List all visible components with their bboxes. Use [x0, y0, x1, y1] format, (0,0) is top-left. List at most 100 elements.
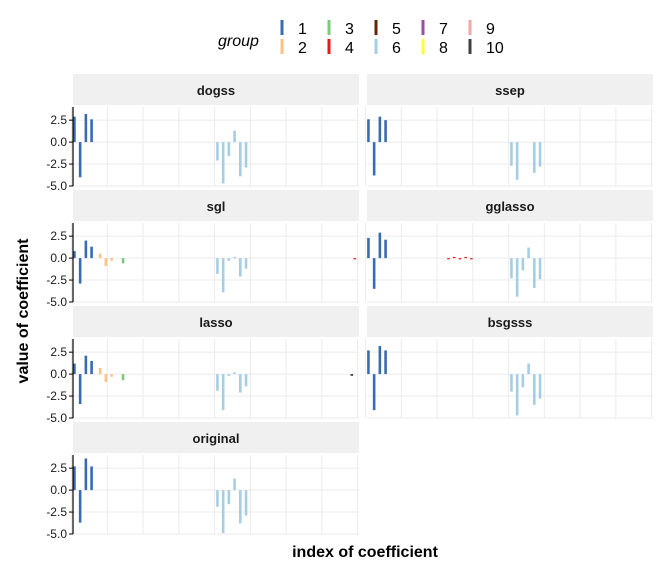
legend-item-5: 5: [374, 20, 401, 38]
bar-original-x51: [216, 490, 219, 507]
panel-grid: [71, 455, 359, 535]
bar-bsgsss-x7: [384, 350, 387, 375]
bar-sgl-x5: [84, 240, 88, 259]
bar-sgl-x14: [110, 258, 113, 261]
y-tick-label: 2.5: [50, 461, 67, 475]
panel-original: original 2.5 0.0 -2.5 -5.0: [46, 422, 359, 541]
bar-bsgsss-x51: [510, 374, 513, 392]
bar-ssep-x1: [367, 119, 370, 143]
bar-lasso-x18: [121, 374, 125, 381]
y-tick-label: 2.5: [50, 113, 67, 127]
legend-key-8: [421, 39, 425, 54]
y-axis-title: value of coefficient: [15, 238, 32, 384]
bar-original-x3: [78, 490, 82, 523]
y-tick-label: -5.0: [46, 527, 67, 541]
legend-key-9: [468, 20, 472, 35]
panel-bsgsss: bsgsss: [365, 306, 653, 419]
panel-strip: [73, 422, 359, 453]
bar-ssep-x7: [384, 120, 387, 143]
panel-dogss: dogss 2.5 0.0 -2.5 -5.0: [46, 74, 359, 193]
panel-grid: [365, 339, 653, 419]
bar-gglasso-x33: [458, 258, 462, 260]
bar-dogss-x55: [227, 142, 231, 157]
panel-strip: [73, 74, 359, 105]
bar-lasso-x98: [350, 374, 354, 376]
bar-bsgsss-x61: [538, 374, 542, 399]
bar-dogss-x61: [244, 142, 248, 168]
legend-key-6: [374, 39, 378, 54]
legend-title: group: [218, 33, 259, 50]
legend-key-7: [421, 20, 425, 35]
bar-ssep-x51: [510, 142, 513, 166]
y-tick-label: 2.5: [50, 229, 67, 243]
y-tick-label: 0.0: [50, 367, 67, 381]
bar-original-x55: [227, 490, 231, 505]
bar-bsgsss-x53: [515, 374, 519, 416]
bar-gglasso-x29: [447, 258, 450, 260]
legend-label-1: 1: [298, 21, 307, 38]
bar-dogss-x5: [84, 114, 88, 143]
legend-label-3: 3: [345, 21, 354, 38]
bar-sgl-x53: [221, 258, 225, 293]
bar-lasso-x14: [110, 374, 113, 377]
y-tick-label: -2.5: [46, 157, 67, 171]
bar-original-x53: [221, 490, 225, 534]
bar-sgl-x57: [233, 256, 236, 259]
bar-dogss-x51: [216, 142, 219, 161]
bar-gglasso-x1: [367, 237, 370, 259]
bar-original-x59: [239, 490, 242, 524]
bar-sgl-x99: [353, 258, 357, 260]
panel-strip: [367, 190, 653, 221]
bar-original-x5: [84, 458, 88, 491]
panel-strip-label: gglasso: [485, 199, 534, 214]
legend-key-3: [327, 20, 331, 35]
bar-ssep-x59: [533, 142, 536, 173]
bar-lasso-x5: [84, 355, 88, 375]
legend-label-5: 5: [392, 21, 401, 38]
legend-key-2: [280, 39, 284, 54]
bar-gglasso-x57: [527, 247, 530, 259]
legend-item-3: 3: [327, 20, 354, 38]
bar-gglasso-x7: [384, 239, 387, 259]
bar-original-x7: [90, 466, 93, 491]
panel-grid: [365, 107, 653, 187]
bar-bsgsss-x1: [367, 350, 370, 375]
bar-lasso-x1: [73, 363, 76, 375]
y-tick-label: -2.5: [46, 273, 67, 287]
bar-gglasso-x35: [464, 256, 467, 259]
bar-gglasso-x55: [521, 258, 525, 271]
bar-sgl-x61: [244, 258, 248, 269]
bar-lasso-x57: [233, 372, 236, 375]
panel-strip: [367, 74, 653, 105]
bar-dogss-x7: [90, 119, 93, 143]
bar-lasso-x3: [78, 374, 82, 404]
y-tick-label: 0.0: [50, 251, 67, 265]
legend-item-6: 6: [374, 39, 401, 57]
legend-item-4: 4: [327, 39, 354, 57]
bar-lasso-x55: [227, 374, 231, 376]
legend-key-1: [280, 20, 284, 35]
bar-sgl-x55: [227, 258, 231, 261]
bar-original-x61: [244, 490, 248, 516]
legend-item-8: 8: [421, 39, 448, 57]
bar-original-x1: [73, 466, 76, 491]
legend-item-1: 1: [280, 20, 307, 38]
bar-ssep-x5: [378, 116, 382, 143]
bar-bsgsss-x57: [527, 363, 530, 375]
y-tick-label: -2.5: [46, 389, 67, 403]
legend-label-9: 9: [486, 21, 495, 38]
bar-dogss-x53: [221, 142, 225, 184]
bar-dogss-x57: [233, 130, 236, 143]
bar-gglasso-x5: [378, 232, 382, 259]
bar-ssep-x3: [372, 142, 376, 176]
bar-lasso-x7: [90, 360, 93, 375]
bar-gglasso-x3: [372, 258, 376, 289]
bar-sgl-x18: [121, 258, 125, 264]
panel-strip-label: original: [193, 431, 240, 446]
legend-label-8: 8: [439, 40, 448, 57]
bar-lasso-x53: [221, 374, 225, 411]
bar-gglasso-x61: [538, 258, 542, 280]
legend-label-6: 6: [392, 40, 401, 57]
bar-sgl-x10: [98, 253, 102, 259]
panel-grid: [71, 107, 359, 187]
